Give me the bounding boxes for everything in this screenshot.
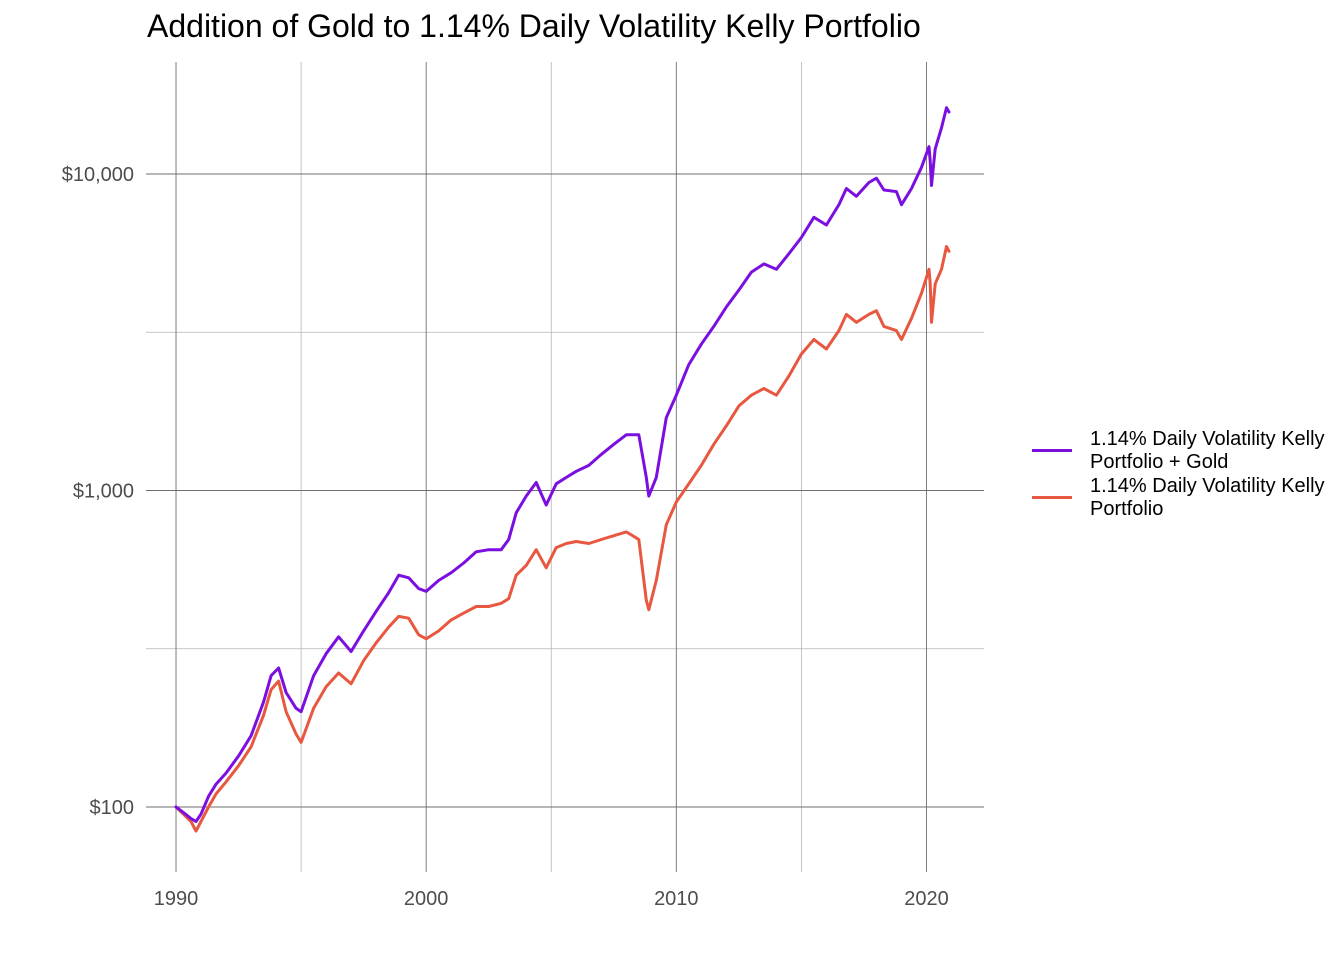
x-tick-label: 2000 — [404, 888, 449, 910]
minor-gridlines — [146, 62, 984, 872]
legend-item-kelly: 1.14% Daily Volatility Kelly Portfolio — [1030, 475, 1330, 522]
y-tick-label: $1,000 — [73, 481, 134, 503]
chart-title: Addition of Gold to 1.14% Daily Volatili… — [147, 8, 921, 44]
y-tick-label: $100 — [90, 797, 135, 819]
y-tick-label: $10,000 — [62, 164, 134, 186]
legend: 1.14% Daily Volatility Kelly Portfolio +… — [1030, 428, 1330, 522]
major-gridlines — [146, 62, 984, 872]
x-tick-label: 2020 — [904, 888, 949, 910]
legend-label-kelly: 1.14% Daily Volatility Kelly Portfolio — [1090, 475, 1325, 520]
y-axis-tick-labels: $100 $1,000 $10,000 — [62, 164, 134, 819]
legend-swatch-kelly — [1032, 496, 1072, 499]
legend-swatch-gold — [1032, 449, 1072, 452]
series-lines — [174, 106, 951, 833]
legend-label-gold: 1.14% Daily Volatility Kelly Portfolio +… — [1090, 428, 1325, 473]
series-line-kelly — [174, 245, 951, 833]
legend-item-gold: 1.14% Daily Volatility Kelly Portfolio +… — [1030, 428, 1330, 475]
x-tick-label: 2010 — [654, 888, 699, 910]
x-axis-tick-labels: 1990 2000 2010 2020 — [154, 888, 949, 910]
series-line-kelly-gold — [174, 106, 951, 823]
x-tick-label: 1990 — [154, 888, 199, 910]
